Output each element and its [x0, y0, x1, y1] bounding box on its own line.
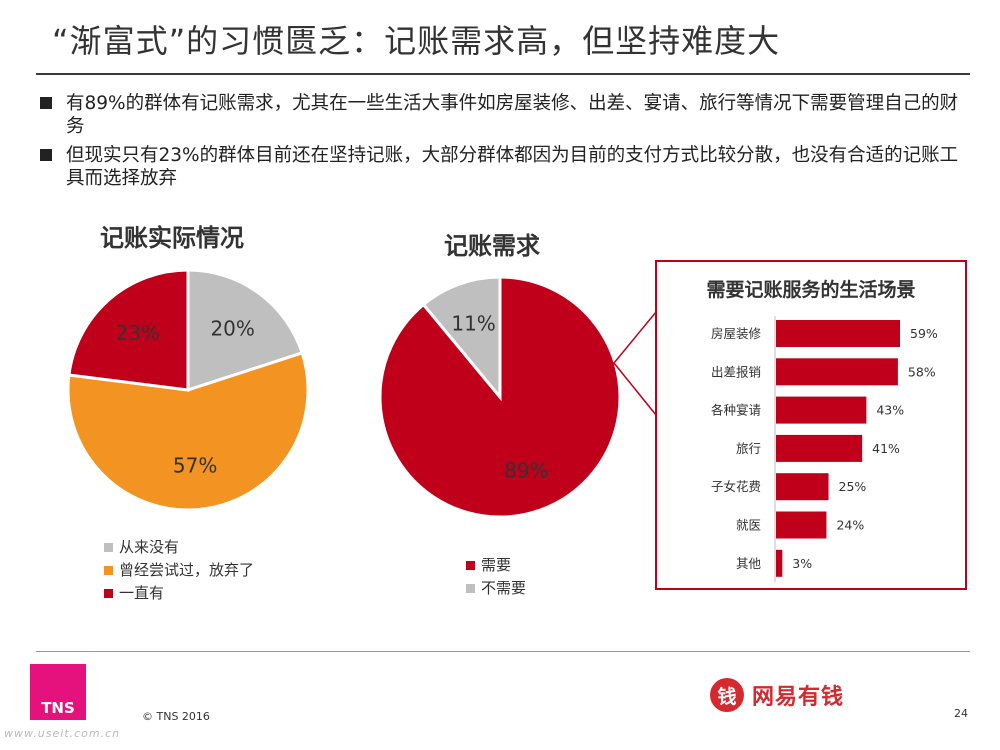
- pie-chart-actual: 20% 57% 23%: [66, 268, 310, 512]
- pie1-legend: 从来没有曾经尝试过，放弃了 一直有: [104, 536, 254, 605]
- legend-swatch: [104, 566, 113, 575]
- bar-value-label: 41%: [872, 441, 900, 456]
- bullet-text: 但现实只有23%的群体目前还在坚持记账，大部分群体都因为目前的支付方式比较分散，…: [66, 145, 959, 189]
- bar-category-label: 出差报销: [711, 364, 761, 379]
- legend-label: 曾经尝试过，放弃了: [119, 561, 255, 579]
- bar-value-label: 43%: [876, 403, 904, 418]
- bullet-item: 有89%的群体有记账需求，尤其在一些生活大事件如房屋装修、出差、宴请、旅行等情况…: [40, 92, 970, 138]
- title-divider: [36, 73, 970, 75]
- legend-label: 从来没有: [119, 538, 180, 556]
- netease-youqian-logo: 钱 网易有钱: [710, 678, 844, 712]
- brand-mark: 钱: [710, 678, 744, 712]
- legend-label: 不需要: [481, 579, 527, 597]
- bullet-square-icon: [40, 149, 52, 161]
- bar: [776, 434, 863, 462]
- pie-slice-label: 57%: [173, 454, 217, 478]
- bar: [776, 358, 898, 386]
- bar-value-label: 3%: [792, 556, 812, 571]
- legend-swatch: [466, 584, 475, 593]
- scenario-callout-box: 需要记账服务的生活场景 房屋装修 59% 出差报销 58% 各种宴请 43% 旅行 41% 子女…: [655, 260, 967, 590]
- legend-item: 不需要: [466, 577, 526, 600]
- legend-item: 需要: [466, 554, 526, 577]
- bar-category-label: 就医: [736, 518, 761, 533]
- pie-slice: [186, 268, 305, 393]
- page-number: 24: [954, 707, 968, 720]
- bar-category-label: 房屋装修: [711, 326, 762, 341]
- bar-chart-title: 需要记账服务的生活场景: [706, 279, 916, 301]
- bar: [776, 511, 827, 539]
- tns-logo: TNS: [30, 664, 86, 720]
- bar-category-label: 其他: [736, 556, 762, 571]
- tns-logo-text: TNS: [41, 699, 75, 717]
- pie2-legend: 需要 不需要: [466, 554, 526, 600]
- bar-category-label: 子女花费: [711, 479, 761, 494]
- bar: [776, 396, 867, 424]
- bullet-text: 有89%的群体有记账需求，尤其在一些生活大事件如房屋装修、出差、宴请、旅行等情况…: [66, 93, 959, 137]
- pie-slice: [67, 268, 190, 392]
- callout-connector: [613, 311, 657, 416]
- bar: [776, 473, 829, 501]
- bar-category-label: 旅行: [736, 441, 761, 456]
- pie-slice-label: 11%: [451, 312, 495, 336]
- footer-divider: [36, 651, 970, 652]
- pie1-title: 记账实际情况: [100, 224, 244, 252]
- pie-slice: [66, 351, 310, 512]
- brand-name: 网易有钱: [752, 685, 845, 710]
- legend-swatch: [104, 589, 113, 598]
- pie-chart-demand: 89% 11%: [378, 275, 622, 519]
- bullet-list: 有89%的群体有记账需求，尤其在一些生活大事件如房屋装修、出差、宴请、旅行等情况…: [40, 92, 970, 196]
- pie2-title: 记账需求: [444, 232, 540, 260]
- pie-slice-label: 23%: [116, 321, 160, 345]
- pie-slice: [421, 275, 502, 402]
- watermark: www.useit.com.cn: [4, 727, 121, 740]
- pie-slice-label: 20%: [210, 317, 254, 341]
- bar-category-label: 各种宴请: [711, 403, 761, 418]
- legend-item: 曾经尝试过，放弃了: [104, 559, 254, 582]
- bar: [776, 320, 900, 347]
- bar-chart-scenarios: 房屋装修 59% 出差报销 58% 各种宴请 43% 旅行 41% 子女花费 25% 就医 24% 其他…: [711, 316, 938, 583]
- legend-item: 从来没有: [104, 536, 254, 559]
- legend-swatch: [104, 543, 113, 552]
- legend-label: 一直有: [119, 584, 165, 602]
- page-title: “渐富式”的习惯匮乏：记账需求高，但坚持难度大: [52, 22, 781, 60]
- bullet-square-icon: [40, 97, 52, 109]
- pie-slice-label: 89%: [504, 458, 548, 482]
- bar: [776, 549, 783, 577]
- bullet-item: 但现实只有23%的群体目前还在坚持记账，大部分群体都因为目前的支付方式比较分散，…: [40, 144, 970, 190]
- bar-value-label: 25%: [839, 479, 867, 494]
- bar-value-label: 58%: [908, 364, 936, 379]
- legend-label: 需要: [481, 556, 512, 574]
- copyright: © TNS 2016: [142, 710, 210, 723]
- bar-value-label: 24%: [836, 518, 864, 533]
- bar-value-label: 59%: [910, 326, 938, 341]
- legend-item: 一直有: [104, 582, 254, 605]
- legend-swatch: [466, 561, 475, 570]
